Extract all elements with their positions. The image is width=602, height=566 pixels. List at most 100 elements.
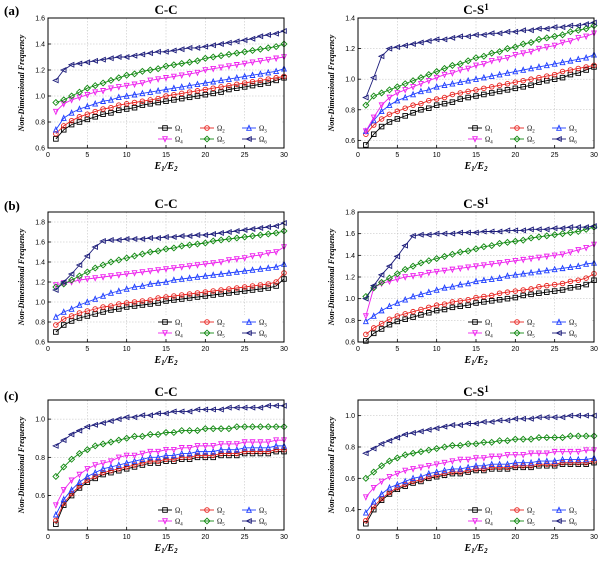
data-point — [574, 224, 582, 231]
data-point — [147, 280, 154, 287]
data-point — [139, 282, 146, 289]
data-point — [582, 25, 590, 33]
data-point — [233, 423, 241, 431]
data-point — [369, 282, 377, 289]
data-point — [369, 74, 377, 81]
data-point — [433, 268, 440, 276]
data-point — [386, 111, 393, 118]
data-point — [75, 449, 84, 458]
data-point — [432, 230, 440, 237]
data-point — [409, 232, 416, 239]
legend-marker — [513, 135, 521, 143]
data-point — [234, 81, 240, 88]
legend-label: Ω6 — [259, 518, 267, 528]
chart-a-right: C-S1 0 5 10 15 20 25 30 0.6 0.8 1.0 1.2 1.4 E1/E2 Non-… — [327, 2, 598, 173]
data-point — [91, 421, 98, 428]
data-point — [75, 60, 83, 67]
data-point — [272, 222, 279, 230]
data-point — [386, 101, 393, 108]
data-point — [362, 508, 369, 516]
data-point — [92, 275, 99, 282]
x-tick-label: 0 — [356, 534, 360, 541]
data-point — [138, 235, 146, 243]
data-point — [559, 39, 566, 47]
y-tick-label: 1.0 — [35, 94, 45, 101]
data-point — [130, 235, 138, 243]
data-point — [83, 59, 91, 66]
data-point — [512, 294, 519, 301]
data-point — [194, 294, 201, 300]
data-point — [441, 466, 448, 474]
data-point — [528, 291, 534, 298]
data-point — [472, 31, 479, 38]
data-point — [425, 469, 432, 477]
series-line-Ω5 — [365, 435, 594, 479]
data-point — [558, 31, 567, 39]
data-point — [256, 423, 264, 431]
data-point — [528, 64, 535, 72]
x-tick-label: 30 — [590, 152, 598, 159]
data-point — [402, 113, 408, 119]
x-tick-label: 20 — [201, 152, 209, 159]
data-point — [123, 434, 131, 442]
data-point — [155, 99, 161, 106]
data-point — [218, 445, 225, 453]
data-point — [441, 459, 448, 467]
data-point — [440, 423, 448, 430]
data-point — [520, 458, 527, 466]
data-point — [378, 320, 385, 327]
data-point — [425, 86, 432, 93]
legend-marker — [204, 319, 210, 325]
data-point — [68, 313, 75, 319]
data-point — [108, 467, 114, 474]
data-point — [473, 466, 479, 472]
data-point — [535, 35, 543, 43]
data-point — [178, 445, 185, 452]
series-line-Ω2 — [55, 449, 284, 521]
y-tick-label: 0.6 — [345, 340, 355, 347]
data-point — [186, 291, 193, 297]
data-point — [131, 99, 138, 106]
data-point — [265, 264, 272, 271]
x-tick-label: 25 — [551, 152, 559, 159]
x-tick-label: 25 — [551, 346, 559, 353]
data-point — [233, 227, 240, 235]
data-point — [115, 454, 122, 462]
data-point — [457, 469, 464, 475]
data-point — [520, 256, 527, 264]
data-point — [440, 443, 449, 451]
data-point — [226, 286, 232, 292]
legend-box — [465, 503, 591, 527]
data-point — [265, 285, 272, 291]
data-point — [225, 445, 232, 453]
data-point — [68, 276, 76, 284]
legend-marker — [514, 507, 520, 513]
data-point — [107, 289, 114, 296]
charts-layer: C-C 0 5 10 15 20 25 30 0.6 0.8 1.0 1.2 1.4 1.6 E1/E2 No… — [17, 2, 598, 555]
x-tick-label: 25 — [241, 534, 249, 541]
data-point — [503, 437, 512, 445]
data-point — [488, 84, 495, 90]
data-point — [441, 470, 448, 477]
legend-marker — [471, 518, 479, 525]
data-point — [511, 28, 519, 35]
data-point — [528, 255, 535, 263]
data-point — [249, 448, 256, 455]
legend-label: Ω1 — [485, 125, 493, 135]
data-point — [465, 88, 471, 95]
data-point — [272, 423, 280, 431]
data-point — [520, 77, 526, 84]
data-point — [194, 262, 201, 269]
data-point — [249, 82, 256, 89]
data-point — [265, 76, 272, 82]
data-point — [544, 282, 550, 289]
data-point — [273, 55, 280, 63]
data-point — [481, 91, 487, 98]
data-point — [107, 236, 114, 244]
data-point — [386, 321, 393, 328]
data-point — [582, 412, 589, 419]
data-point — [233, 38, 240, 45]
data-point — [154, 430, 162, 438]
data-point — [385, 457, 394, 465]
legend-label: Ω6 — [569, 518, 577, 528]
